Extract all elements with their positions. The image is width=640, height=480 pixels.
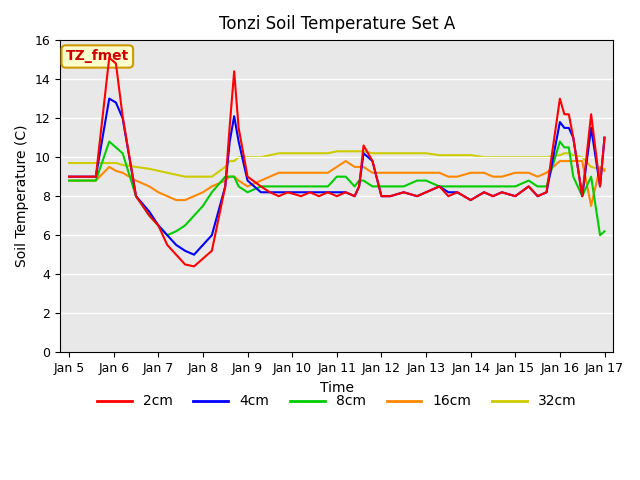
Text: TZ_fmet: TZ_fmet — [66, 49, 129, 63]
Title: Tonzi Soil Temperature Set A: Tonzi Soil Temperature Set A — [219, 15, 455, 33]
Legend: 2cm, 4cm, 8cm, 16cm, 32cm: 2cm, 4cm, 8cm, 16cm, 32cm — [92, 389, 582, 414]
X-axis label: Time: Time — [320, 381, 354, 395]
Y-axis label: Soil Temperature (C): Soil Temperature (C) — [15, 125, 29, 267]
